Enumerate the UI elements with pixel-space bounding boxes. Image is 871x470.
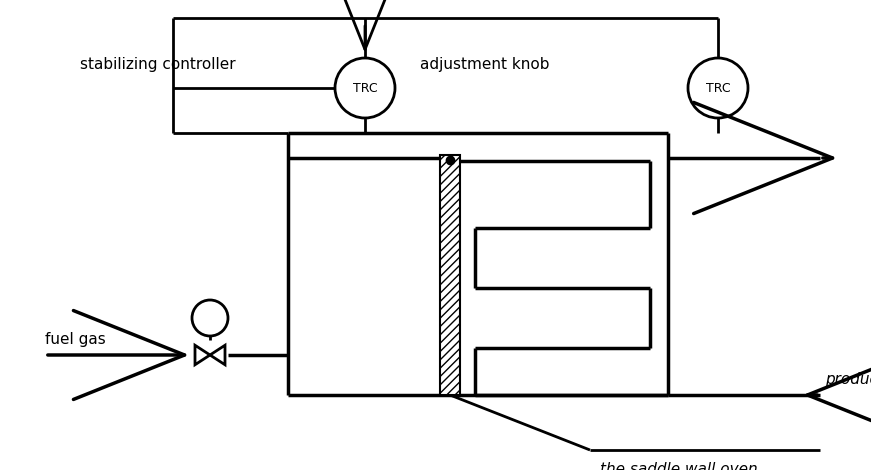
Text: TRC: TRC [706,81,730,94]
Text: the saddle wall oven: the saddle wall oven [600,462,758,470]
Text: TRC: TRC [353,81,377,94]
Text: stabilizing controller: stabilizing controller [80,57,236,72]
Bar [440,155,460,395]
Text: fuel gas: fuel gas [45,332,105,347]
Text: product: product [825,372,871,387]
Text: adjustment knob: adjustment knob [420,57,550,72]
